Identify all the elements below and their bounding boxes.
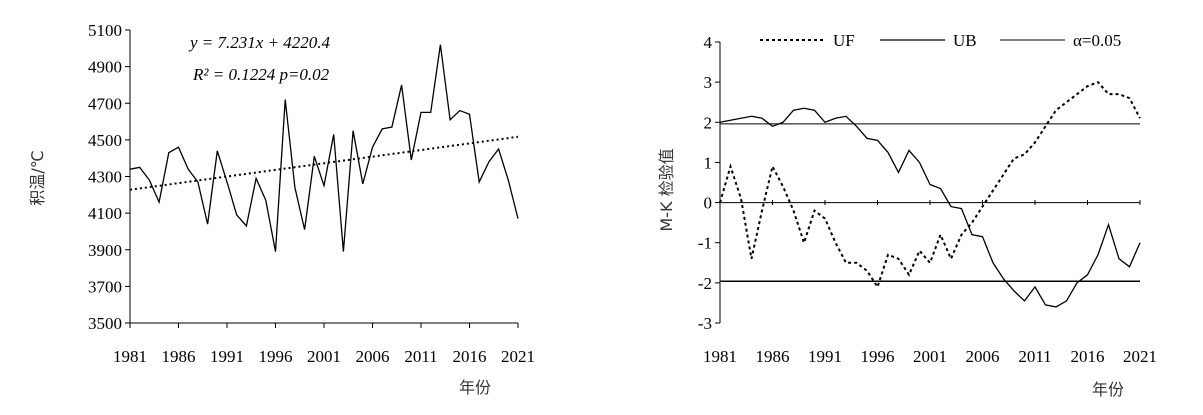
x-tick-label: 1981 xyxy=(703,347,737,366)
y-tick-label: 0 xyxy=(704,194,713,213)
y-tick-label: 4500 xyxy=(88,131,122,150)
x-tick-label: 1986 xyxy=(756,347,790,366)
y-tick-label: 4100 xyxy=(88,204,122,223)
x-tick-label: 2021 xyxy=(1123,347,1157,366)
x-tick-label: 2001 xyxy=(307,347,341,366)
left-series-line xyxy=(129,44,519,252)
y-tick-label: 3500 xyxy=(88,314,122,333)
x-tick-label: 1991 xyxy=(808,347,842,366)
left-y-label: 积温/℃ xyxy=(28,150,47,205)
y-tick-label: 5100 xyxy=(88,21,122,40)
y-tick-label: 2 xyxy=(704,113,713,132)
y-tick-label: 4900 xyxy=(88,58,122,77)
x-tick-label: 2016 xyxy=(453,347,487,366)
right-x-label: 年份 xyxy=(1092,380,1124,399)
x-tick-label: 1986 xyxy=(162,347,196,366)
regression-r2: R² = 0.1224 p=0.02 xyxy=(192,65,330,84)
y-tick-label: 4300 xyxy=(88,168,122,187)
x-tick-label: 1981 xyxy=(113,347,147,366)
y-tick-label: 4 xyxy=(704,33,713,52)
legend-ub-label: UB xyxy=(953,31,977,50)
x-tick-label: 2016 xyxy=(1071,347,1105,366)
y-tick-label: -3 xyxy=(698,314,712,333)
legend-uf-label: UF xyxy=(833,31,855,50)
x-tick-label: 2001 xyxy=(913,347,947,366)
x-tick-label: 2011 xyxy=(1018,347,1051,366)
y-tick-label: 4700 xyxy=(88,94,122,113)
y-tick-label: 1 xyxy=(704,153,713,172)
left-x-label: 年份 xyxy=(459,378,491,397)
x-tick-label: 1991 xyxy=(210,347,244,366)
x-tick-label: 1996 xyxy=(861,347,895,366)
y-tick-label: -2 xyxy=(698,274,712,293)
y-tick-label: -1 xyxy=(698,234,712,253)
left-chart: 3500 3700 3900 4100 4300 4500 4700 4900 5100 198… xyxy=(28,21,535,397)
right-chart: -3 -2 -1 0 1 2 3 4 1981 1986 1991 1996 2001 2006 2011… xyxy=(657,31,1157,399)
x-tick-label: 2011 xyxy=(404,347,437,366)
y-tick-label: 3700 xyxy=(88,277,122,296)
y-tick-label: 3 xyxy=(704,73,713,92)
y-tick-label: 3900 xyxy=(88,241,122,260)
left-trend-line xyxy=(129,135,519,191)
regression-equation: y = 7.231x + 4220.4 xyxy=(188,33,331,52)
x-tick-label: 1996 xyxy=(259,347,293,366)
legend-alpha-label: α=0.05 xyxy=(1073,31,1121,50)
x-tick-label: 2021 xyxy=(501,347,535,366)
legend: UF UB α=0.05 xyxy=(760,31,1121,50)
right-y-label: M-K 检验值 xyxy=(657,148,676,231)
x-tick-label: 2006 xyxy=(966,347,1000,366)
x-tick-label: 2006 xyxy=(356,347,390,366)
ub-series-line xyxy=(719,107,1141,308)
